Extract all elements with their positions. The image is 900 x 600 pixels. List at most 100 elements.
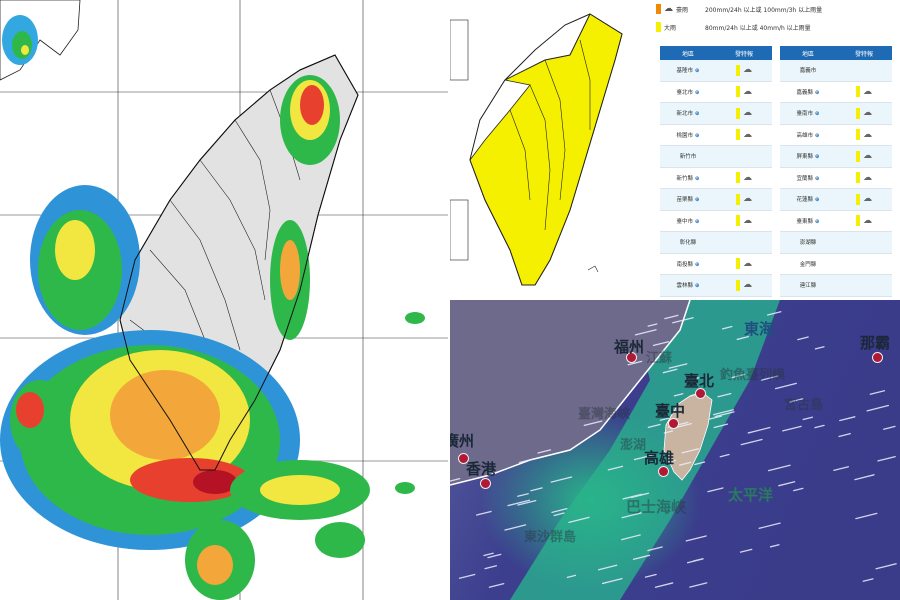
wind-streak bbox=[665, 459, 677, 464]
wind-streak bbox=[838, 433, 851, 438]
wind-streak bbox=[883, 425, 896, 430]
wind-streak bbox=[875, 563, 897, 570]
radar-svg bbox=[0, 0, 448, 600]
expand-icon[interactable]: ⊕ bbox=[692, 89, 700, 96]
region-name[interactable]: 南投縣 ⊕ bbox=[676, 261, 700, 268]
rain-cloud-icon: ☁ bbox=[743, 108, 752, 119]
label-taipei: 臺北 bbox=[684, 372, 715, 390]
region-name[interactable]: 連江縣 bbox=[799, 283, 817, 290]
wind-streak bbox=[458, 573, 476, 579]
expand-icon[interactable]: ⊕ bbox=[812, 218, 820, 225]
wind-streak bbox=[769, 544, 780, 548]
region-name[interactable]: 臺東縣 ⊕ bbox=[796, 218, 820, 225]
rain-echoes bbox=[0, 75, 425, 600]
region-name[interactable]: 苗栗縣 ⊕ bbox=[676, 197, 700, 204]
table-row: 金門縣 bbox=[780, 254, 892, 275]
wind-streak bbox=[659, 417, 670, 421]
wind-streak bbox=[689, 582, 708, 588]
region-name[interactable]: 雲林縣 ⊕ bbox=[676, 283, 700, 290]
table-row: 新北市 ⊕ ☁ bbox=[660, 103, 772, 125]
warning-map-svg bbox=[450, 13, 623, 286]
rain-cloud-icon: ☁ bbox=[743, 194, 752, 205]
region-name[interactable]: 屏東縣 ⊕ bbox=[796, 154, 820, 161]
table-row: 屏東縣 ⊕ ☁ bbox=[780, 146, 892, 168]
wind-streak bbox=[797, 336, 809, 341]
county-lines-small bbox=[509, 39, 591, 231]
region-name[interactable]: 臺中市 ⊕ bbox=[676, 218, 700, 225]
rain-cloud-icon: ☁ bbox=[743, 129, 752, 140]
heavy-rain-level-bar bbox=[856, 193, 860, 205]
heavy-rain-level-bar bbox=[856, 86, 860, 98]
region-name[interactable]: 新竹市 bbox=[679, 154, 697, 161]
region-name[interactable]: 嘉義市 bbox=[799, 68, 817, 75]
region-name[interactable]: 澎湖縣 bbox=[799, 240, 817, 247]
label-diaoyu: 釣魚臺列嶼 bbox=[720, 368, 786, 383]
expand-icon[interactable]: ⊕ bbox=[812, 111, 820, 118]
warning-status: ☁ bbox=[836, 86, 892, 98]
warning-status: ☁ bbox=[836, 150, 892, 162]
hongkong-marker bbox=[480, 478, 491, 489]
table-row: 花蓮縣 ⊕ ☁ bbox=[780, 189, 892, 211]
expand-icon[interactable]: ⊕ bbox=[692, 175, 700, 182]
expand-icon[interactable]: ⊕ bbox=[812, 197, 820, 204]
wind-streak bbox=[869, 390, 886, 395]
taipei-marker bbox=[695, 388, 706, 399]
warning-status: ☁ bbox=[716, 279, 772, 291]
expand-icon[interactable]: ⊕ bbox=[692, 111, 700, 118]
region-name[interactable]: 臺南市 ⊕ bbox=[796, 111, 820, 118]
table-row: 宜蘭縣 ⊕ ☁ bbox=[780, 168, 892, 189]
wind-streak bbox=[627, 360, 643, 366]
table-row: 臺北市 ⊕ ☁ bbox=[660, 82, 772, 103]
wind-streak bbox=[504, 524, 527, 531]
wind-streak bbox=[476, 510, 492, 516]
torrential-swatch bbox=[656, 4, 661, 14]
expand-icon[interactable]: ⊕ bbox=[812, 132, 820, 139]
fuzhou-marker bbox=[626, 352, 637, 363]
region-name[interactable]: 臺北市 ⊕ bbox=[676, 89, 700, 96]
region-name[interactable]: 彰化縣 bbox=[679, 240, 697, 247]
header-region: 地區 bbox=[681, 50, 694, 58]
wind-streak bbox=[553, 512, 565, 517]
expand-icon[interactable]: ⊕ bbox=[692, 197, 700, 204]
wind-streak bbox=[736, 336, 750, 341]
warning-table-right: 地區 發特報 嘉義市 嘉義縣 ⊕ ☁ 臺南市 ⊕ ☁ 高雄市 ⊕ ☁ 屏東縣 ⊕ ☁ 宜蘭縣 ⊕ ☁… bbox=[780, 46, 892, 297]
wind-streak bbox=[566, 574, 577, 579]
warning-status: ☁ bbox=[716, 215, 772, 227]
wind-streak bbox=[747, 426, 771, 434]
heavy-rain-level-bar bbox=[856, 129, 860, 141]
table-row: 嘉義縣 ⊕ ☁ bbox=[780, 82, 892, 103]
expand-icon[interactable]: ⊕ bbox=[692, 132, 700, 139]
table-row: 嘉義市 bbox=[780, 60, 892, 82]
region-name[interactable]: 金門縣 bbox=[799, 261, 817, 268]
region-name[interactable]: 宜蘭縣 ⊕ bbox=[796, 175, 820, 182]
taichung-marker bbox=[668, 418, 679, 429]
wind-streak bbox=[450, 478, 461, 482]
region-name[interactable]: 桃園市 ⊕ bbox=[676, 132, 700, 139]
legend-heavy-criteria: 80mm/24h 以上或 40mm/h 以上雨量 bbox=[705, 24, 811, 32]
wind-streak bbox=[663, 430, 674, 434]
expand-icon[interactable]: ⊕ bbox=[692, 68, 700, 75]
region-name[interactable]: 花蓮縣 ⊕ bbox=[796, 197, 820, 204]
label-bashi-channel: 巴士海峽 bbox=[626, 498, 687, 516]
expand-icon[interactable]: ⊕ bbox=[692, 283, 700, 290]
expand-icon[interactable]: ⊕ bbox=[692, 261, 700, 268]
expand-icon[interactable]: ⊕ bbox=[812, 89, 820, 96]
region-name[interactable]: 嘉義縣 ⊕ bbox=[796, 89, 820, 96]
expand-icon[interactable]: ⊕ bbox=[812, 154, 820, 161]
region-name[interactable]: 高雄市 ⊕ bbox=[796, 132, 820, 139]
rain-cloud-icon: ☁ bbox=[863, 215, 872, 226]
rain-cloud-icon: ☁ bbox=[664, 4, 673, 14]
rain-cloud-icon: ☁ bbox=[863, 86, 872, 97]
expand-icon[interactable]: ⊕ bbox=[692, 218, 700, 225]
wind-streak bbox=[694, 461, 706, 466]
wind-streak bbox=[518, 458, 535, 464]
wind-streak bbox=[597, 564, 618, 571]
region-name[interactable]: 新北市 ⊕ bbox=[676, 111, 700, 118]
region-name[interactable]: 基隆市 ⊕ bbox=[676, 68, 700, 75]
expand-icon[interactable]: ⊕ bbox=[812, 175, 820, 182]
coastal-echo-top-left bbox=[2, 15, 38, 65]
region-name[interactable]: 新竹縣 ⊕ bbox=[676, 175, 700, 182]
wind-streak bbox=[488, 583, 505, 588]
table-row: 新竹市 bbox=[660, 146, 772, 168]
wind-streak bbox=[866, 404, 890, 412]
